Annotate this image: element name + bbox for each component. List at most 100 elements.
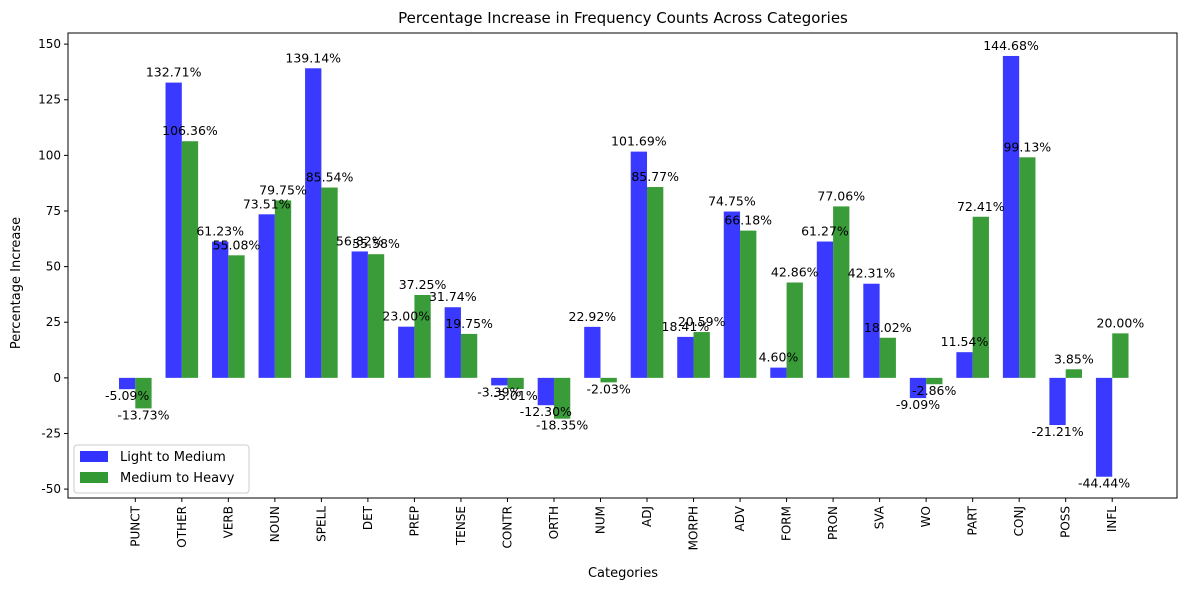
x-tick-label: NOUN (268, 506, 282, 542)
data-label: 19.75% (445, 316, 493, 331)
x-tick-label: SPELL (314, 506, 328, 542)
legend-swatch (80, 472, 108, 483)
data-label: 66.18% (724, 213, 772, 228)
y-axis: -50 -25 0 25 50 75 100 125 150 (38, 37, 68, 496)
data-label: 99.13% (1003, 139, 1051, 154)
y-tick-label: 125 (38, 93, 61, 107)
legend-box (73, 444, 250, 494)
y-tick-label: 100 (38, 148, 61, 162)
bar-light-to-medium-poss (1049, 377, 1066, 426)
x-tick-label: PRON (826, 506, 840, 540)
x-tick-label: TENSE (454, 506, 468, 546)
x-tick-label: PART (966, 505, 980, 535)
x-tick-label: DET (361, 505, 375, 530)
y-tick-label: -25 (41, 426, 61, 440)
x-tick-label: POSS (1059, 506, 1073, 538)
bar-medium-to-heavy-infl (1112, 333, 1129, 378)
x-tick-label: PREP (407, 506, 421, 536)
data-label: 132.71% (146, 65, 202, 80)
data-label: 22.92% (569, 309, 617, 324)
data-label: -18.35% (536, 418, 588, 433)
x-tick-label: CONJ (1012, 506, 1026, 536)
x-tick-label: MORPH (687, 506, 701, 550)
data-label: -12.30% (520, 404, 572, 419)
bar-light-to-medium-form (770, 367, 787, 378)
bar-medium-to-heavy-prep (414, 294, 431, 378)
data-label: 56.82% (336, 233, 384, 248)
data-label: 74.75% (708, 194, 756, 209)
data-label: 42.86% (771, 264, 819, 279)
data-label: 139.14% (285, 50, 341, 65)
data-label: -5.01% (493, 388, 537, 403)
y-tick-label: 50 (46, 260, 61, 274)
x-tick-label: ADV (733, 505, 747, 531)
x-tick-label: WO (919, 506, 933, 527)
data-label: -5.09% (105, 388, 149, 403)
bar-medium-to-heavy-poss (1065, 369, 1082, 378)
bar-medium-to-heavy-conj (1019, 157, 1036, 378)
bar-light-to-medium-det (351, 251, 368, 378)
bar-light-to-medium-pron (816, 241, 834, 378)
bar-light-to-medium-conj (1002, 55, 1020, 378)
x-tick-label: INFL (1105, 506, 1119, 532)
data-label: -13.73% (117, 407, 169, 422)
bars (119, 55, 1129, 477)
data-label: -21.21% (1031, 424, 1083, 439)
y-tick-label: 150 (38, 37, 61, 51)
data-label: -44.44% (1078, 476, 1130, 491)
data-label: 77.06% (817, 188, 865, 203)
bar-medium-to-heavy-wo (926, 377, 943, 385)
bar-light-to-medium-num (584, 326, 601, 378)
bar-light-to-medium-noun (258, 214, 275, 378)
bar-light-to-medium-adv (723, 211, 741, 378)
data-label: -3.39% (477, 384, 521, 399)
data-label: 85.77% (631, 169, 679, 184)
data-label: 31.74% (429, 289, 477, 304)
bar-medium-to-heavy-sva (879, 337, 896, 378)
data-label: 61.23% (196, 224, 244, 239)
x-tick-label: FORM (780, 506, 794, 541)
bar-light-to-medium-infl (1095, 377, 1113, 477)
bar-light-to-medium-wo (909, 377, 927, 399)
x-tick-label: NUM (594, 506, 608, 534)
x-axis-label: Categories (588, 566, 658, 581)
bar-light-to-medium-orth (537, 377, 554, 406)
y-tick-label: -50 (41, 482, 61, 496)
data-label: 4.60% (759, 350, 799, 365)
bar-medium-to-heavy-det (367, 254, 385, 378)
data-label: -2.86% (912, 383, 956, 398)
y-axis-label: Percentage Increase (9, 217, 24, 349)
data-labels: -5.09% -13.73% 132.71% 106.36% 61.23%55.08% 7… (105, 38, 1144, 491)
x-tick-label: SVA (873, 505, 887, 529)
data-label: -9.09% (896, 397, 940, 412)
data-label: 20.00% (1097, 315, 1145, 330)
bar-medium-to-heavy-other (181, 141, 199, 378)
data-label: 106.36% (162, 123, 218, 138)
bar-light-to-medium-adj (630, 151, 648, 378)
data-label: 23.00% (382, 309, 430, 324)
x-tick-label: CONTR (500, 506, 514, 548)
data-label: 72.41% (957, 199, 1005, 214)
bar-medium-to-heavy-tense (460, 333, 478, 378)
data-label: 20.59% (678, 314, 726, 329)
bar-medium-to-heavy-form (786, 282, 803, 378)
bar-medium-to-heavy-pron (833, 206, 850, 378)
x-tick-label: VERB (221, 506, 235, 538)
bar-light-to-medium-prep (398, 326, 415, 378)
bar-medium-to-heavy-verb (228, 255, 245, 378)
data-label: 37.25% (399, 277, 447, 292)
data-label: 18.02% (864, 320, 912, 335)
data-label: 73.51% (243, 196, 291, 211)
y-tick-label: 25 (46, 315, 61, 329)
y-tick-label: 75 (46, 204, 61, 218)
bar-light-to-medium-morph (677, 336, 694, 378)
bar-light-to-medium-sva (863, 283, 880, 378)
x-tick-label: ORTH (547, 506, 561, 539)
bar-medium-to-heavy-contr (507, 377, 524, 390)
x-tick-label: ADJ (640, 506, 654, 527)
data-label: 101.69% (611, 134, 667, 149)
y-tick-label: 0 (53, 371, 61, 385)
bar-light-to-medium-other (165, 82, 182, 378)
data-label: 79.75% (259, 182, 307, 197)
